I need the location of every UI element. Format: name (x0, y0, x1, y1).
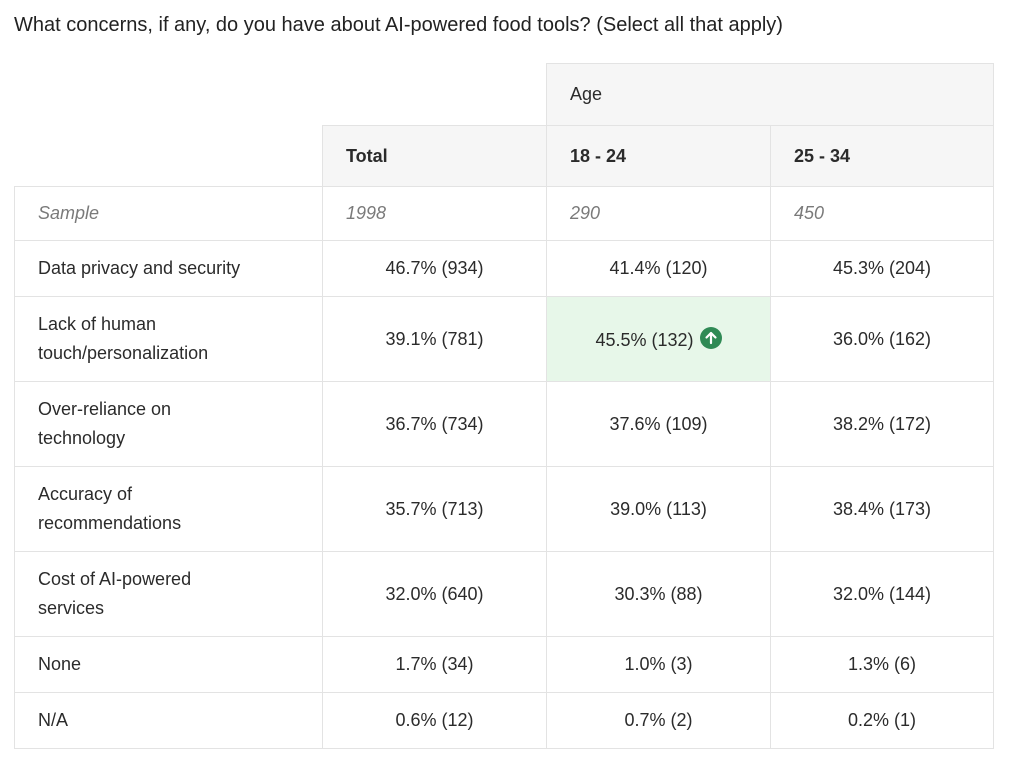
question-title: What concerns, if any, do you have about… (14, 14, 783, 36)
row-label-cell: N/A (14, 692, 323, 749)
value-cell: 1.7% (34) (322, 636, 547, 693)
cell-value: 30.3% (88) (614, 583, 703, 604)
value-cell: 39.0% (113) (546, 466, 771, 552)
data-row: None 1.7% (34) 1.0% (3) 1.3% (6) (14, 636, 994, 693)
cell-value: 36.0% (162) (832, 328, 932, 349)
crosstab-table: Age Total 18 - 24 25 - 34 Sample 1998 290 450 Da… (14, 63, 994, 749)
value-cell: 35.7% (713) (322, 466, 547, 552)
row-label-cell: Accuracy of recommendations (14, 466, 323, 552)
value-cell: 32.0% (640) (322, 551, 547, 637)
sample-label: Sample (14, 186, 323, 241)
sample-row: Sample 1998 290 450 (14, 186, 994, 241)
sample-cell: 290 (546, 186, 771, 241)
value-cell: 30.3% (88) (546, 551, 771, 637)
data-row: Cost of AI-powered services 32.0% (640) 30… (14, 551, 994, 637)
value-cell: 37.6% (109) (546, 381, 771, 467)
row-label-cell: None (14, 636, 323, 693)
cell-value: 38.4% (173) (832, 498, 932, 519)
row-label-cell: Over-reliance on technology (14, 381, 323, 467)
value-cell: 45.3% (204) (770, 240, 994, 297)
value-cell: 1.0% (3) (546, 636, 771, 693)
data-row: Lack of human touch/personalization 39.1%… (14, 296, 994, 382)
cell-value: 46.7% (934) (385, 258, 484, 278)
value-cell: 0.7% (2) (546, 692, 771, 749)
row-label: Cost of AI-powered services (38, 569, 192, 618)
cell-value: 45.5% (132) (595, 330, 694, 350)
value-cell: 46.7% (934) (322, 240, 547, 297)
blank-cell (14, 125, 323, 187)
cell-value: 38.2% (172) (832, 413, 932, 434)
value-cell: 38.4% (173) (770, 466, 994, 552)
value-cell: 32.0% (144) (770, 551, 994, 637)
row-label: N/A (38, 710, 69, 730)
row-label: Data privacy and security (38, 258, 241, 278)
cell-value: 1.7% (34) (395, 654, 474, 674)
blank-cell (14, 63, 547, 126)
value-cell: 38.2% (172) (770, 381, 994, 467)
cell-value: 36.7% (734) (385, 413, 484, 434)
cell-value: 0.7% (2) (624, 710, 693, 730)
group-header-row: Age (14, 63, 994, 126)
sample-cell: 450 (770, 186, 994, 241)
row-label: Accuracy of recommendations (38, 484, 182, 533)
cell-value: 0.2% (1) (847, 710, 917, 730)
cell-value: 39.1% (781) (385, 328, 484, 349)
value-cell: 36.7% (734) (322, 381, 547, 467)
row-label-cell: Cost of AI-powered services (14, 551, 323, 637)
row-label: Over-reliance on technology (38, 399, 172, 448)
row-label-cell: Lack of human touch/personalization (14, 296, 323, 382)
highlighted-cell: 45.5% (132) (546, 296, 771, 382)
significance-up-icon (699, 327, 722, 349)
column-header-row: Total 18 - 24 25 - 34 (14, 125, 994, 187)
cell-value: 39.0% (113) (610, 498, 707, 519)
cell-value: 32.0% (144) (832, 583, 932, 604)
value-cell: 39.1% (781) (322, 296, 547, 382)
row-label: None (38, 654, 82, 674)
value-cell: 1.3% (6) (770, 636, 994, 693)
data-row: Over-reliance on technology 36.7% (734) 37… (14, 381, 994, 467)
cell-value: 45.3% (204) (832, 258, 932, 278)
group-header: Age (546, 63, 994, 126)
data-row: Accuracy of recommendations 35.7% (713) 39… (14, 466, 994, 552)
value-cell: 36.0% (162) (770, 296, 994, 382)
column-header: 18 - 24 (546, 125, 771, 187)
value-cell: 0.6% (12) (322, 692, 547, 749)
data-row: N/A 0.6% (12) 0.7% (2) 0.2% (1) (14, 692, 994, 749)
row-label: Lack of human touch/personalization (38, 314, 209, 363)
sample-cell: 1998 (322, 186, 547, 241)
value-cell: 0.2% (1) (770, 692, 994, 749)
column-header: Total (322, 125, 547, 187)
cell-value: 32.0% (640) (385, 583, 484, 604)
data-row: Data privacy and security 46.7% (934) 41.4… (14, 240, 994, 297)
column-header: 25 - 34 (770, 125, 994, 187)
cell-value: 0.6% (12) (395, 710, 474, 730)
cell-value: 35.7% (713) (385, 498, 484, 519)
row-label-cell: Data privacy and security (14, 240, 323, 297)
cell-value: 1.0% (3) (624, 654, 693, 674)
value-cell: 41.4% (120) (546, 240, 771, 297)
cell-value: 1.3% (6) (847, 654, 917, 674)
cell-value: 41.4% (120) (609, 258, 708, 278)
cell-value: 37.6% (109) (609, 413, 708, 434)
